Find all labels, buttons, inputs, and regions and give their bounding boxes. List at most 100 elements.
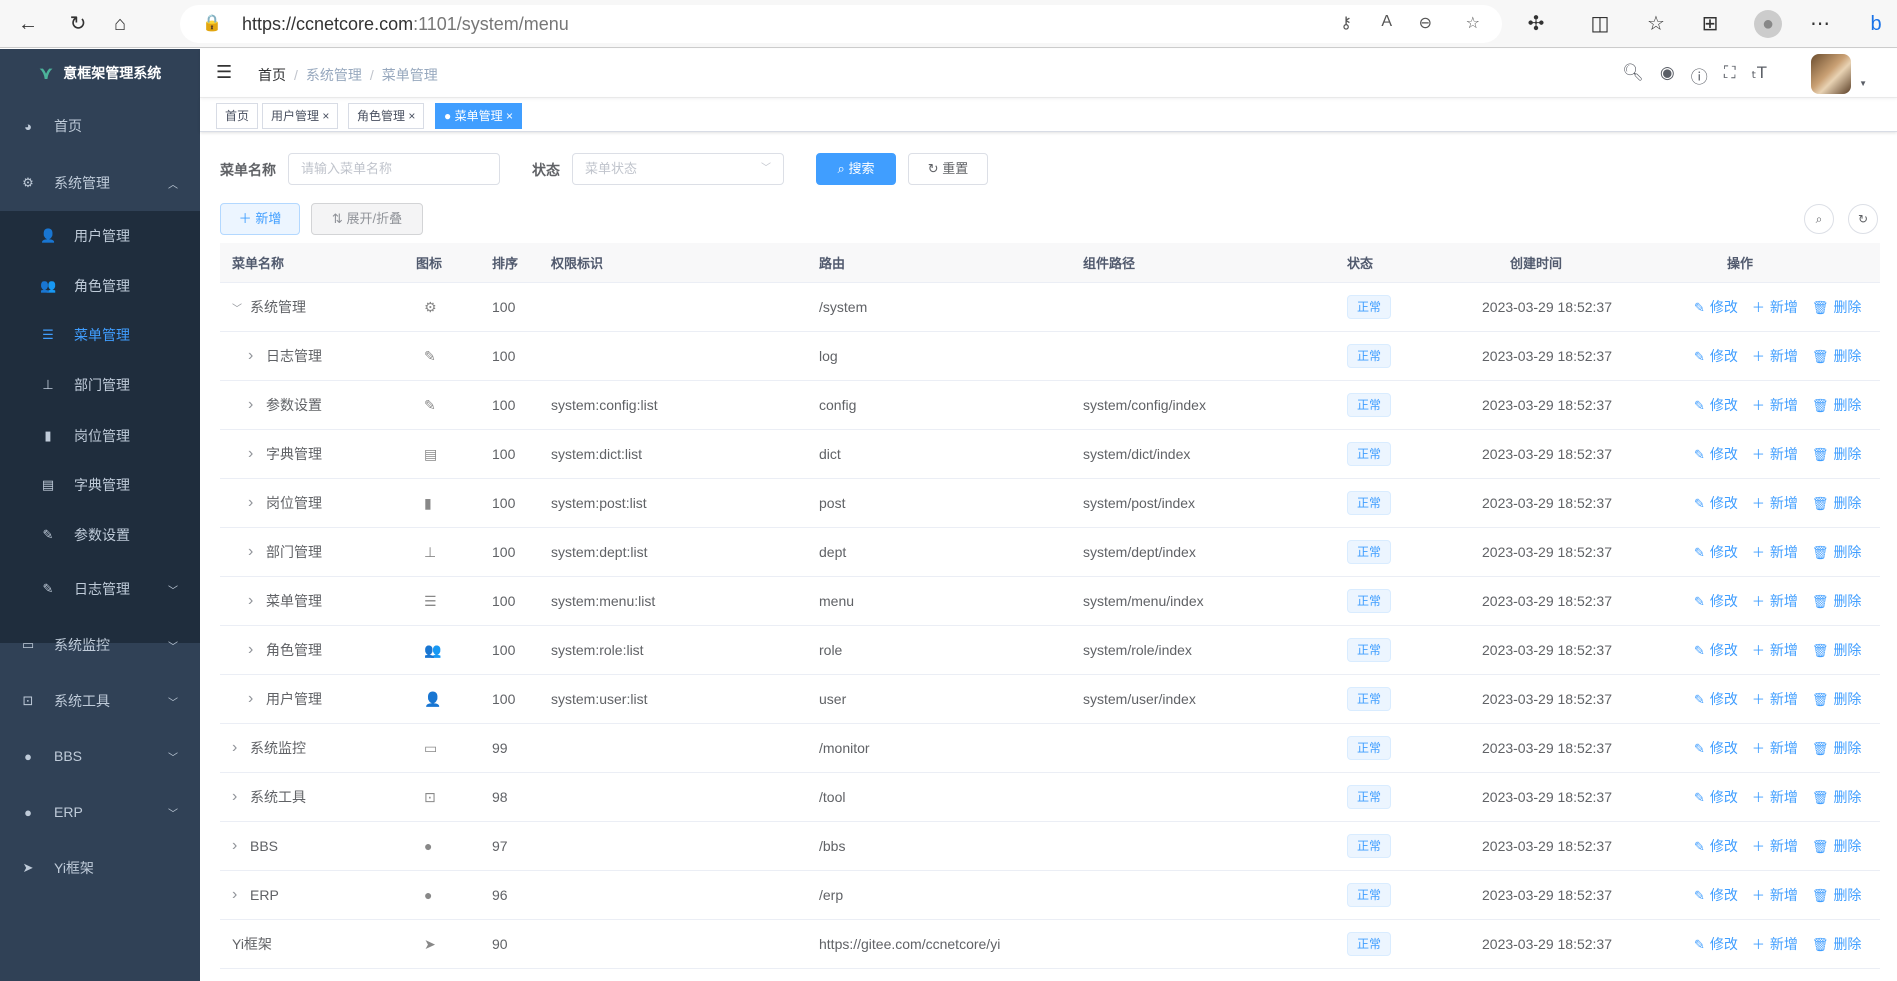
sidebar-item[interactable]: ✎ 日志管理 ﹀: [0, 564, 200, 614]
tag-user[interactable]: 用户管理 ×: [262, 103, 339, 129]
add-child-button[interactable]: ＋ 新增: [1752, 591, 1798, 611]
delete-button[interactable]: 🗑︎ 删除: [1812, 836, 1862, 856]
more-icon[interactable]: ⋯: [1810, 13, 1830, 35]
extensions-icon[interactable]: ✣: [1527, 13, 1545, 35]
caret-down-icon[interactable]: ▼: [1859, 79, 1867, 88]
sidebar-item[interactable]: ▭ 系统监控 ﹀: [0, 620, 200, 670]
toggle-search-button[interactable]: ⌕: [1804, 204, 1834, 234]
sidebar-item[interactable]: ● BBS ﹀: [0, 731, 200, 781]
delete-button[interactable]: 🗑︎ 删除: [1812, 885, 1862, 905]
delete-button[interactable]: 🗑︎ 删除: [1812, 738, 1862, 758]
delete-button[interactable]: 🗑︎ 删除: [1812, 934, 1862, 954]
add-child-button[interactable]: ＋ 新增: [1752, 444, 1798, 464]
add-child-button[interactable]: ＋ 新增: [1752, 640, 1798, 660]
edit-button[interactable]: ✎ 修改: [1694, 738, 1738, 758]
sidebar-item[interactable]: ➤ Yi框架: [0, 843, 200, 893]
edit-button[interactable]: ✎ 修改: [1694, 444, 1738, 464]
chevron-right-icon[interactable]: ›: [248, 445, 254, 462]
breadcrumb-home[interactable]: 首页: [258, 67, 286, 83]
add-child-button[interactable]: ＋ 新增: [1752, 346, 1798, 366]
chevron-right-icon[interactable]: ›: [232, 886, 238, 903]
fullscreen-icon[interactable]: ⛶: [1723, 63, 1736, 82]
edit-button[interactable]: ✎ 修改: [1694, 885, 1738, 905]
edit-button[interactable]: ✎ 修改: [1694, 493, 1738, 513]
collections-icon[interactable]: ⊞: [1701, 13, 1719, 35]
delete-button[interactable]: 🗑︎ 删除: [1812, 346, 1862, 366]
delete-button[interactable]: 🗑︎ 删除: [1812, 297, 1862, 317]
font-size-icon[interactable]: ₜT: [1751, 63, 1767, 82]
search-button[interactable]: ⌕ 搜索: [816, 153, 896, 185]
add-child-button[interactable]: ＋ 新增: [1752, 297, 1798, 317]
tag-home[interactable]: 首页: [216, 103, 259, 129]
edit-button[interactable]: ✎ 修改: [1694, 346, 1738, 366]
add-child-button[interactable]: ＋ 新增: [1752, 395, 1798, 415]
chevron-right-icon[interactable]: ›: [232, 739, 238, 756]
address-bar[interactable]: 🔒 https://ccnetcore.com:1101/system/menu…: [180, 5, 1502, 43]
edit-button[interactable]: ✎ 修改: [1694, 640, 1738, 660]
add-child-button[interactable]: ＋ 新增: [1752, 689, 1798, 709]
sidebar-item[interactable]: ☰ 菜单管理: [0, 310, 200, 360]
profile-icon[interactable]: ●: [1754, 10, 1782, 38]
delete-button[interactable]: 🗑︎ 删除: [1812, 493, 1862, 513]
add-child-button[interactable]: ＋ 新增: [1752, 738, 1798, 758]
split-screen-icon[interactable]: ◫: [1590, 13, 1610, 35]
avatar[interactable]: [1811, 54, 1851, 94]
refresh-button[interactable]: ↻: [1848, 204, 1878, 234]
key-icon[interactable]: ⚷: [1340, 15, 1352, 32]
add-child-button[interactable]: ＋ 新增: [1752, 885, 1798, 905]
reset-button[interactable]: ↻ 重置: [908, 153, 988, 185]
delete-button[interactable]: 🗑︎ 删除: [1812, 689, 1862, 709]
chevron-right-icon[interactable]: ›: [232, 837, 238, 854]
edit-button[interactable]: ✎ 修改: [1694, 542, 1738, 562]
sidebar-item[interactable]: 👥 角色管理: [0, 261, 200, 311]
add-child-button[interactable]: ＋ 新增: [1752, 836, 1798, 856]
sidebar-item[interactable]: ⊥ 部门管理: [0, 360, 200, 410]
delete-button[interactable]: 🗑︎ 删除: [1812, 591, 1862, 611]
search-icon[interactable]: 🔍︎: [1622, 63, 1644, 82]
chevron-right-icon[interactable]: ›: [232, 788, 238, 805]
logo[interactable]: ⋎ 意框架管理系统: [0, 49, 200, 97]
menu-name-input[interactable]: 请输入菜单名称: [288, 153, 500, 185]
edit-button[interactable]: ✎ 修改: [1694, 836, 1738, 856]
add-child-button[interactable]: ＋ 新增: [1752, 493, 1798, 513]
close-icon[interactable]: ×: [505, 109, 513, 123]
close-icon[interactable]: ×: [408, 109, 416, 123]
chevron-right-icon[interactable]: ›: [248, 396, 254, 413]
add-child-button[interactable]: ＋ 新增: [1752, 934, 1798, 954]
chevron-right-icon[interactable]: ›: [248, 347, 254, 364]
sidebar-item[interactable]: ● ERP ﹀: [0, 787, 200, 837]
tag-role[interactable]: 角色管理 ×: [348, 103, 425, 129]
edit-button[interactable]: ✎ 修改: [1694, 689, 1738, 709]
delete-button[interactable]: 🗑︎ 删除: [1812, 640, 1862, 660]
chevron-right-icon[interactable]: ›: [248, 592, 254, 609]
delete-button[interactable]: 🗑︎ 删除: [1812, 395, 1862, 415]
sidebar-item[interactable]: 👤 用户管理: [0, 211, 200, 261]
chevron-right-icon[interactable]: ›: [248, 641, 254, 658]
add-favorite-icon[interactable]: ☆: [1465, 15, 1480, 32]
help-icon[interactable]: ⓘ: [1690, 68, 1708, 87]
tag-menu[interactable]: ● 菜单管理 ×: [435, 103, 522, 129]
refresh-icon[interactable]: ↻: [69, 13, 87, 35]
edit-button[interactable]: ✎ 修改: [1694, 787, 1738, 807]
github-icon[interactable]: ◉: [1659, 63, 1675, 82]
edit-button[interactable]: ✎ 修改: [1694, 591, 1738, 611]
chevron-right-icon[interactable]: ›: [248, 690, 254, 707]
status-select[interactable]: 菜单状态 ﹀: [572, 153, 784, 185]
add-child-button[interactable]: ＋ 新增: [1752, 542, 1798, 562]
zoom-out-icon[interactable]: ⊖: [1418, 15, 1432, 32]
delete-button[interactable]: 🗑︎ 删除: [1812, 542, 1862, 562]
chevron-down-icon[interactable]: ﹀: [232, 303, 242, 315]
sidebar-item[interactable]: ⊡ 系统工具 ﹀: [0, 676, 200, 726]
chevron-right-icon[interactable]: ›: [248, 543, 254, 560]
chevron-right-icon[interactable]: ›: [248, 494, 254, 511]
add-child-button[interactable]: ＋ 新增: [1752, 787, 1798, 807]
bing-icon[interactable]: b: [1870, 13, 1882, 35]
delete-button[interactable]: 🗑︎ 删除: [1812, 444, 1862, 464]
add-button[interactable]: ＋ 新增: [220, 203, 300, 235]
sidebar-item[interactable]: ⚙ 系统管理 ︿: [0, 158, 200, 208]
read-aloud-icon[interactable]: A: [1381, 13, 1392, 30]
sidebar-item[interactable]: ◕ 首页: [0, 101, 200, 151]
expand-toggle-button[interactable]: ⇅ 展开/折叠: [311, 203, 423, 235]
back-icon[interactable]: ←: [18, 13, 38, 35]
edit-button[interactable]: ✎ 修改: [1694, 297, 1738, 317]
